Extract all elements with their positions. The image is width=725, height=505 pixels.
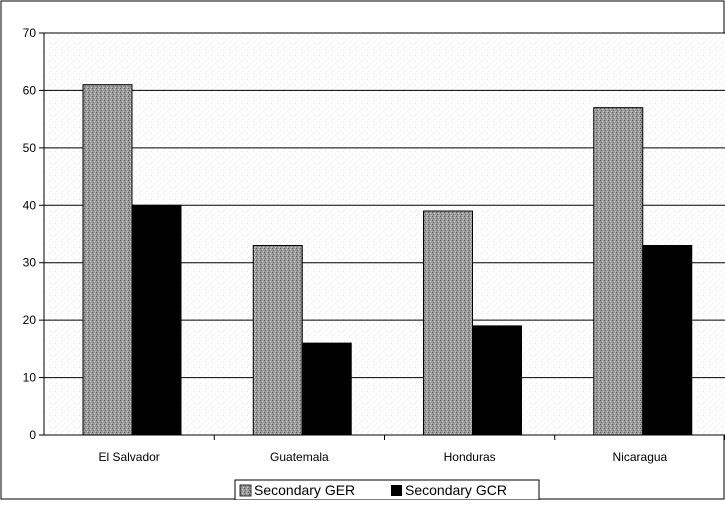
y-axis-ticks: 0 10 20 30 40 50 60 70 [23,26,44,442]
x-tick-label: Nicaragua [613,450,668,464]
y-tick-label: 20 [23,313,37,327]
bars [82,84,693,436]
y-tick-label: 30 [23,256,37,270]
y-tick-label: 10 [23,371,37,385]
bar-gcr [301,342,352,436]
x-axis-ticks: El Salvador Guatemala Honduras Nicaragua [98,435,725,464]
bar-ger [82,84,133,436]
y-tick-label: 50 [23,141,37,155]
y-tick-label: 70 [23,26,37,40]
y-tick-label: 40 [23,198,37,212]
legend-swatch-gcr [391,485,402,496]
y-tick-label: 60 [23,83,37,97]
bar-ger [593,107,644,436]
bar-ger [252,244,303,436]
bar-gcr [472,325,522,436]
bar-gcr [131,204,182,436]
y-tick-label: 0 [29,428,36,442]
x-tick-label: Honduras [444,450,496,464]
x-tick-label: Guatemala [270,450,329,464]
legend-swatch-ger [239,484,252,497]
bar-ger [423,210,473,436]
x-tick-label: El Salvador [98,450,159,464]
bar-gcr [642,244,693,436]
legend: Secondary GER Secondary GCR [234,479,540,501]
legend-label-ger: Secondary GER [254,482,355,498]
legend-label-gcr: Secondary GCR [405,482,507,498]
